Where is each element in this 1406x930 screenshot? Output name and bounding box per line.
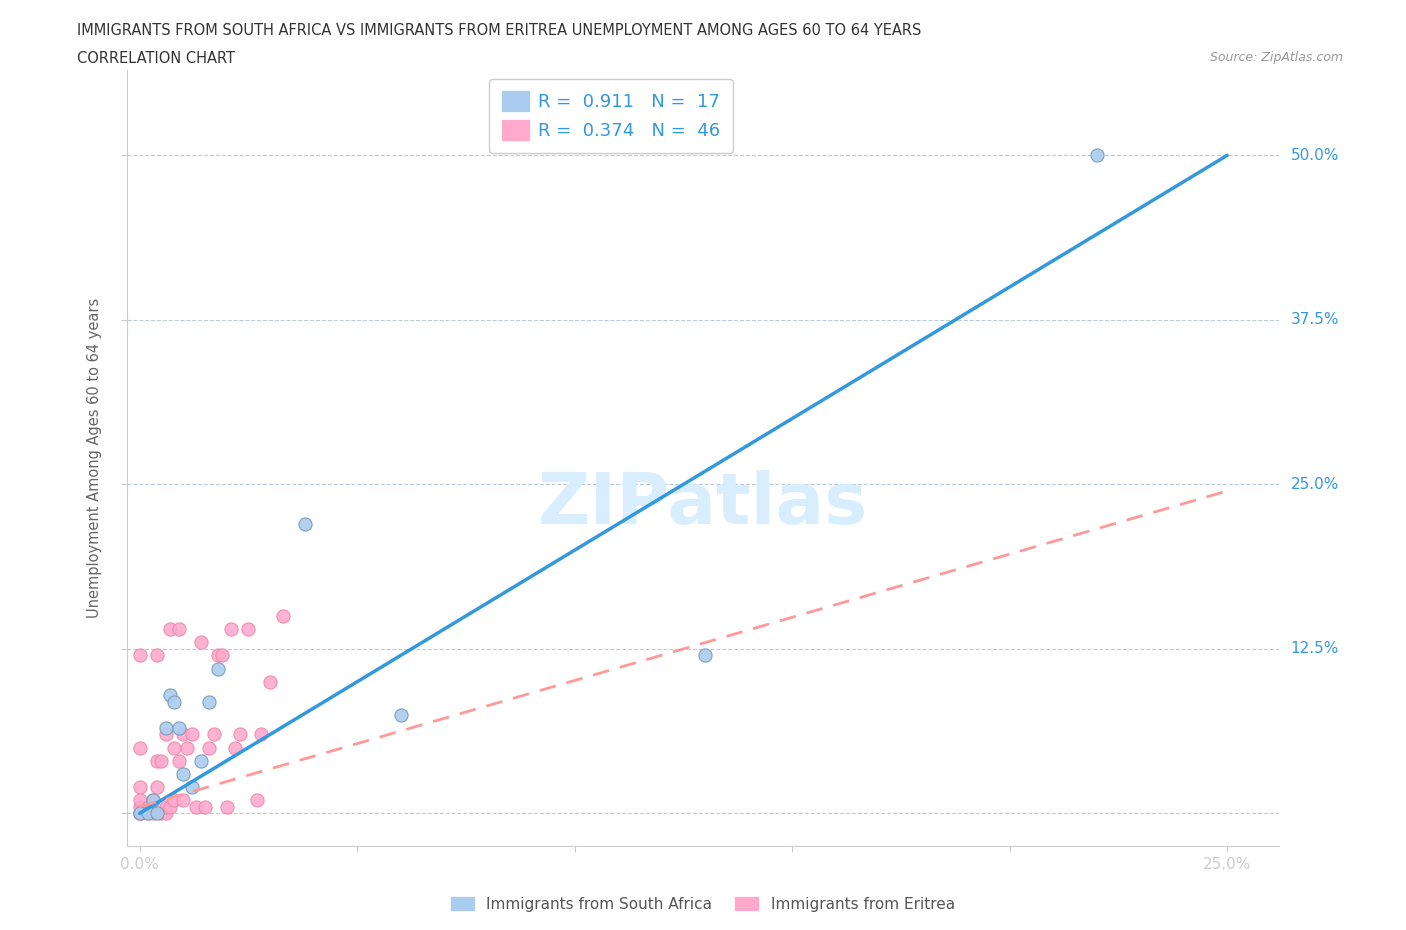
Point xyxy=(259,674,281,689)
Point xyxy=(163,792,186,807)
Text: IMMIGRANTS FROM SOUTH AFRICA VS IMMIGRANTS FROM ERITREA UNEMPLOYMENT AMONG AGES : IMMIGRANTS FROM SOUTH AFRICA VS IMMIGRAN… xyxy=(77,23,922,38)
Point xyxy=(294,516,316,531)
Point xyxy=(128,740,150,755)
Point xyxy=(194,800,217,815)
Point xyxy=(224,740,246,755)
Point xyxy=(198,740,221,755)
Point xyxy=(159,800,181,815)
Point xyxy=(128,792,150,807)
Point xyxy=(176,740,198,755)
Point xyxy=(136,800,159,815)
Point xyxy=(211,648,233,663)
Point xyxy=(136,806,159,821)
Point xyxy=(190,635,212,650)
Point xyxy=(128,648,150,663)
Text: 37.5%: 37.5% xyxy=(1291,312,1339,327)
Point xyxy=(389,707,412,722)
Point xyxy=(219,621,242,636)
Point xyxy=(155,800,177,815)
Point xyxy=(202,727,225,742)
Text: 25.0%: 25.0% xyxy=(1291,477,1339,492)
Point xyxy=(167,621,190,636)
Point xyxy=(146,648,169,663)
Point xyxy=(146,806,169,821)
Point xyxy=(128,779,150,794)
Point xyxy=(271,608,294,623)
Point xyxy=(142,792,165,807)
Text: CORRELATION CHART: CORRELATION CHART xyxy=(77,51,235,66)
Point xyxy=(159,621,181,636)
Point xyxy=(159,687,181,702)
Point xyxy=(150,806,173,821)
Text: ZIPatlas: ZIPatlas xyxy=(538,471,868,539)
Point xyxy=(695,648,717,663)
Point xyxy=(238,621,260,636)
Point xyxy=(172,727,194,742)
Point xyxy=(246,792,269,807)
Point xyxy=(128,806,150,821)
Point xyxy=(155,727,177,742)
Point xyxy=(190,753,212,768)
Point xyxy=(250,727,273,742)
Point xyxy=(172,766,194,781)
Text: 12.5%: 12.5% xyxy=(1291,642,1339,657)
Point xyxy=(128,806,150,821)
Point xyxy=(172,792,194,807)
Point xyxy=(198,694,221,709)
Point xyxy=(228,727,250,742)
Point xyxy=(180,779,202,794)
Point xyxy=(128,806,150,821)
Point xyxy=(163,740,186,755)
Text: 50.0%: 50.0% xyxy=(1291,148,1339,163)
Point xyxy=(142,806,165,821)
Point xyxy=(207,661,229,676)
Text: Source: ZipAtlas.com: Source: ZipAtlas.com xyxy=(1209,51,1343,64)
Point xyxy=(155,721,177,736)
Legend: R =  0.911   N =  17, R =  0.374   N =  46: R = 0.911 N = 17, R = 0.374 N = 46 xyxy=(489,79,733,153)
Point xyxy=(155,806,177,821)
Legend: Immigrants from South Africa, Immigrants from Eritrea: Immigrants from South Africa, Immigrants… xyxy=(446,890,960,918)
Point xyxy=(142,792,165,807)
Point xyxy=(163,694,186,709)
Y-axis label: Unemployment Among Ages 60 to 64 years: Unemployment Among Ages 60 to 64 years xyxy=(87,298,103,618)
Point xyxy=(167,753,190,768)
Point xyxy=(207,648,229,663)
Point xyxy=(150,753,173,768)
Point xyxy=(180,727,202,742)
Point xyxy=(167,721,190,736)
Point xyxy=(1085,148,1108,163)
Point xyxy=(186,800,208,815)
Point xyxy=(146,779,169,794)
Point xyxy=(128,806,150,821)
Point xyxy=(215,800,238,815)
Point xyxy=(136,806,159,821)
Point xyxy=(128,800,150,815)
Point xyxy=(146,753,169,768)
